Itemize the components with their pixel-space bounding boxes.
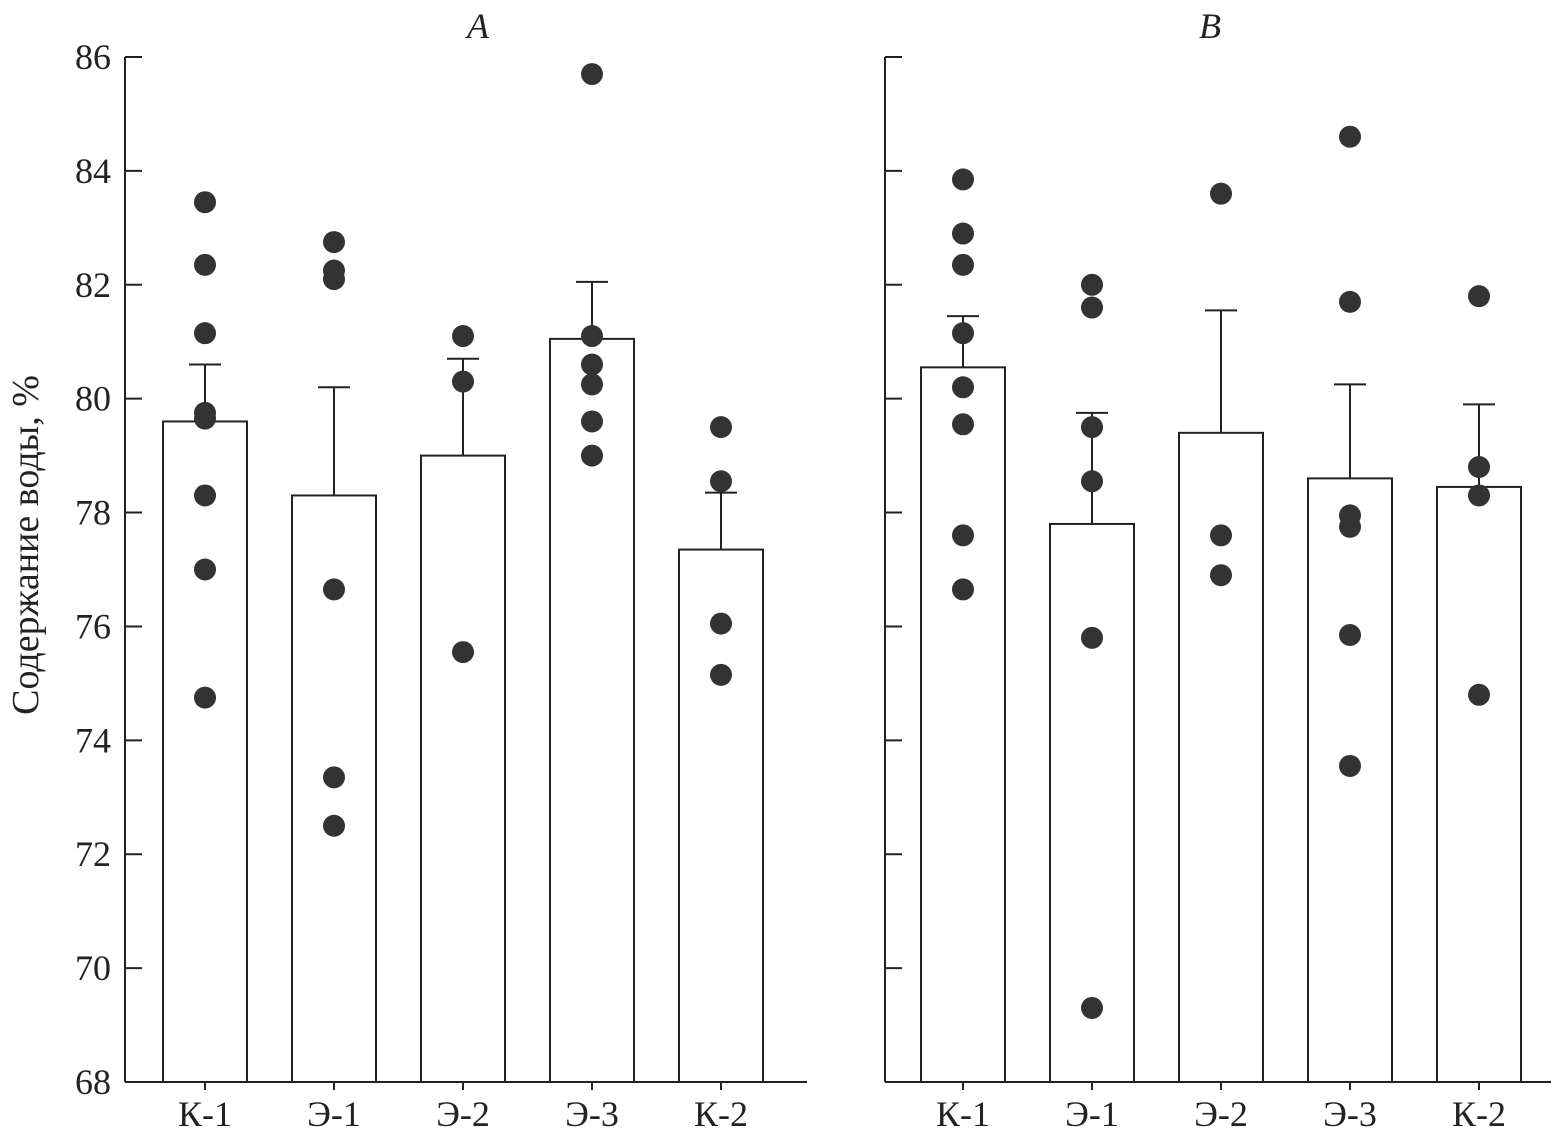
panel-a-data-point [581,353,603,376]
panel-a-bar [162,420,248,1083]
panel-b-data-point [1339,290,1361,313]
panel-a-data-point [194,322,216,345]
panel-a-title: A [465,6,490,46]
panel-b-data-point [1339,125,1361,148]
panel-b-data-point [1081,273,1103,296]
panel-a-data-point [194,558,216,581]
y-axis-label: Содержание воды, % [5,375,47,715]
panel-b-data-point [1339,623,1361,646]
y-tick-label: 86 [75,37,111,77]
panel-b-bar [1307,477,1393,1083]
y-tick-label: 68 [75,1062,111,1102]
panel-b-data-point [952,413,974,436]
panel-b-data-point [1339,754,1361,777]
panel-b-data-point [952,578,974,601]
panel-b-data-point [1210,182,1232,205]
panel-a-data-point [581,63,603,86]
panel-a-data-point [194,407,216,430]
panel-b-data-point [1081,416,1103,439]
panel-a-data-point [581,325,603,348]
panel-b-data-point [1468,456,1490,478]
panel-b-bar [920,366,1006,1083]
panel-a-x-tick-label: К-2 [694,1094,748,1134]
panel-b-data-point [1468,683,1490,706]
panel-b-data-point [1081,626,1103,649]
panel-b-data-point [1081,996,1103,1019]
y-tick-label: 84 [75,151,111,191]
panel-a-data-point [194,484,216,507]
panel-a-data-point [323,814,345,837]
panel-b-data-point [952,222,974,245]
y-tick-label: 72 [75,834,111,874]
panel-a-data-point [323,231,345,254]
panel-a-x-tick-label: Э-2 [436,1094,490,1134]
panel-b-x-tick-label: Э-2 [1194,1094,1248,1134]
y-tick-label: 80 [75,379,111,419]
panel-a-data-point [452,370,474,393]
panel-b-data-point [1468,484,1490,507]
panel-a-data-point [710,612,732,635]
panel-b-data-point [952,168,974,191]
panel-b-data-point [1210,564,1232,587]
panel-b-data-point [1081,296,1103,319]
panel-a-data-point [710,416,732,439]
panel-a-data-point [581,410,603,433]
panel-a-data-point [581,373,603,396]
y-tick-label: 78 [75,493,111,533]
y-tick-label: 76 [75,606,111,646]
panel-a-bar [420,454,506,1084]
panel-b-x-tick-label: К-1 [936,1094,990,1134]
panel-a-data-point [194,686,216,709]
panel-a-bar [678,548,764,1083]
panel-b-data-point [1210,524,1232,547]
panel-b-x-tick-label: Э-1 [1065,1094,1119,1134]
panel-a-data-point [581,444,603,467]
panel-a-data-point [323,578,345,601]
panel-b-data-point [1468,285,1490,308]
panel-b-data-point [952,322,974,345]
panel-b-data-point [1081,470,1103,493]
panel-a-data-point [452,641,474,664]
panel-b-bar [1049,522,1135,1083]
panel-b-bar [1436,485,1522,1083]
panel-a-x-tick-label: Э-1 [307,1094,361,1134]
panel-b-title: B [1199,6,1221,46]
y-tick-label: 70 [75,948,111,988]
panel-a-data-point [323,766,345,789]
panel-a-x-tick-label: К-1 [178,1094,232,1134]
panel-a-data-point [323,268,345,291]
panel-b-data-point [952,524,974,547]
panel-b-data-point [1339,515,1361,538]
panel-b-data-point [952,253,974,276]
panel-a-data-point [194,191,216,214]
panel-a-data-point [194,253,216,276]
panel-b-x-tick-label: Э-3 [1323,1094,1377,1134]
panel-b-x-tick-label: К-2 [1452,1094,1506,1134]
panel-a-data-point [710,470,732,493]
panel-a-data-point [710,663,732,686]
panel-a-data-point [452,325,474,348]
panel-b-data-point [952,376,974,399]
panel-a-x-tick-label: Э-3 [565,1094,619,1134]
y-tick-label: 74 [75,720,111,760]
y-tick-label: 82 [75,265,111,305]
